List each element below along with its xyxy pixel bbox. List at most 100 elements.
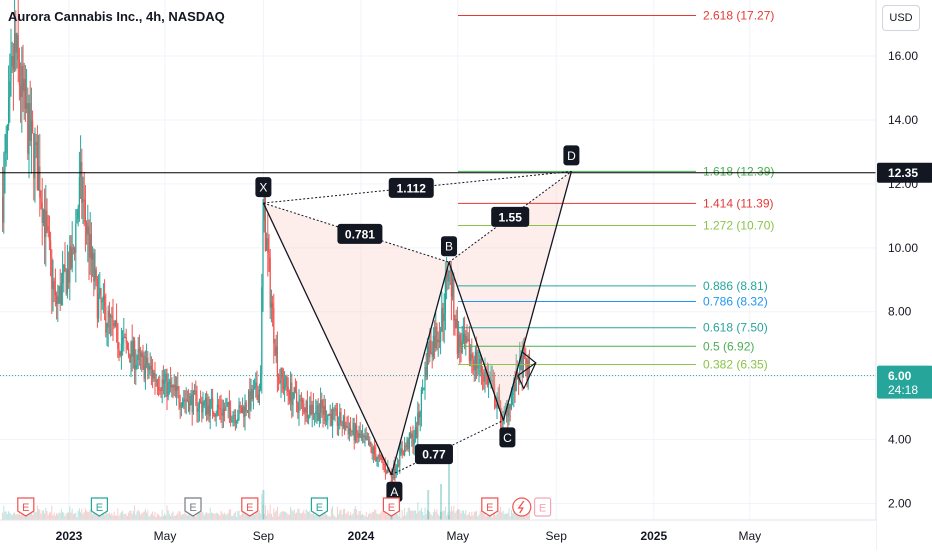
fib-label: 1.618 (12.39) — [703, 164, 774, 178]
candle-body — [293, 387, 295, 398]
volume-bar — [44, 513, 46, 520]
volume-bar — [476, 510, 478, 520]
horizontal-line — [0, 172, 876, 377]
volume-bar — [427, 490, 430, 520]
candle-body — [224, 408, 226, 411]
candle-body — [218, 404, 220, 408]
candle-body — [176, 386, 178, 391]
volume-bar — [154, 511, 156, 520]
volume-bar — [299, 512, 301, 520]
volume-bar — [209, 507, 211, 520]
candle-body — [215, 413, 217, 417]
volume-bar — [284, 511, 286, 520]
candle-body — [216, 404, 218, 414]
candle-body — [473, 359, 475, 371]
ratio-box-1-112 — [388, 177, 434, 198]
candle-body — [483, 374, 485, 382]
point-label-box-c — [499, 427, 516, 448]
earnings-marker — [241, 497, 259, 517]
fib-levels: 2.618 (17.27) 1.618 (12.39) 1.414 (11.39) 1… — [458, 8, 774, 371]
candle-body — [372, 447, 374, 454]
volume-bar — [170, 515, 172, 520]
volume-bar — [162, 516, 164, 520]
candle-body — [178, 389, 180, 404]
volume-bar — [292, 511, 294, 520]
volume-bar — [112, 515, 114, 520]
volume-bar — [524, 514, 526, 520]
candle-body — [52, 280, 54, 289]
volume-bar — [383, 512, 385, 520]
earnings-letter: E — [539, 503, 546, 515]
currency-button[interactable]: USD — [882, 5, 920, 31]
volume-bar — [136, 511, 138, 520]
volume-bar — [392, 512, 394, 520]
candle-body — [105, 306, 107, 333]
volume-bar — [302, 512, 304, 520]
volume-bar — [528, 509, 530, 520]
candle-body — [501, 420, 503, 422]
candle-body — [328, 414, 330, 416]
candle-body — [226, 405, 228, 407]
price-axis-bg — [876, 0, 932, 550]
volume-bar — [507, 512, 509, 520]
candle-body — [332, 409, 334, 426]
candle-body — [104, 295, 106, 307]
volume-bar — [448, 515, 450, 520]
candle-body — [309, 405, 311, 418]
volume-bar — [210, 512, 212, 520]
candle-body — [162, 379, 164, 384]
volume-bar — [212, 512, 214, 520]
candle-body — [172, 385, 174, 388]
fib-label: 1.272 (10.70) — [703, 218, 774, 232]
candle-body — [395, 468, 397, 473]
volume-bar — [479, 511, 481, 520]
candle-body — [496, 403, 498, 408]
volume-bar — [204, 513, 206, 520]
volume-bar — [402, 515, 404, 520]
candle-body — [263, 196, 265, 222]
candle-body — [330, 413, 332, 426]
candle-body — [249, 391, 251, 410]
candle-body — [1, 196, 4, 223]
volume-bar — [303, 509, 305, 520]
candle-body — [508, 404, 510, 417]
volume-bar — [455, 511, 457, 520]
candle-body — [60, 283, 62, 305]
candle-body — [93, 253, 95, 282]
last-price-tag — [877, 365, 932, 399]
candle-body — [431, 352, 433, 357]
volume-bar — [195, 516, 197, 520]
volume-bar — [20, 515, 22, 520]
candle-body — [198, 400, 200, 409]
candle-body — [466, 336, 468, 342]
volume-bar — [200, 512, 202, 520]
candle-body — [250, 389, 252, 410]
volume-bar — [240, 514, 242, 520]
candle-body — [294, 387, 296, 392]
volume-bar — [219, 515, 221, 520]
candle-body — [159, 389, 161, 391]
volume-bar — [260, 513, 262, 520]
volume-bar — [447, 512, 449, 520]
candle-body — [214, 416, 216, 418]
candle-body — [20, 84, 22, 97]
candle-body — [18, 59, 20, 85]
volume-bar — [171, 512, 173, 520]
candle-body — [23, 78, 25, 92]
candle-body — [408, 433, 410, 450]
volume-bar — [468, 511, 470, 520]
candle-body — [491, 380, 493, 382]
volume-bar — [233, 512, 235, 520]
volume-bar — [74, 513, 76, 520]
candle-body — [269, 257, 271, 308]
candle-body — [116, 320, 118, 324]
volume-bar — [375, 509, 377, 520]
volume-bar — [92, 514, 94, 520]
y-tick-label: 10.00 — [888, 241, 918, 255]
volume-bar — [381, 510, 383, 520]
volume-bar — [87, 511, 89, 520]
candle-body — [377, 455, 379, 459]
volume-bar — [432, 512, 434, 520]
